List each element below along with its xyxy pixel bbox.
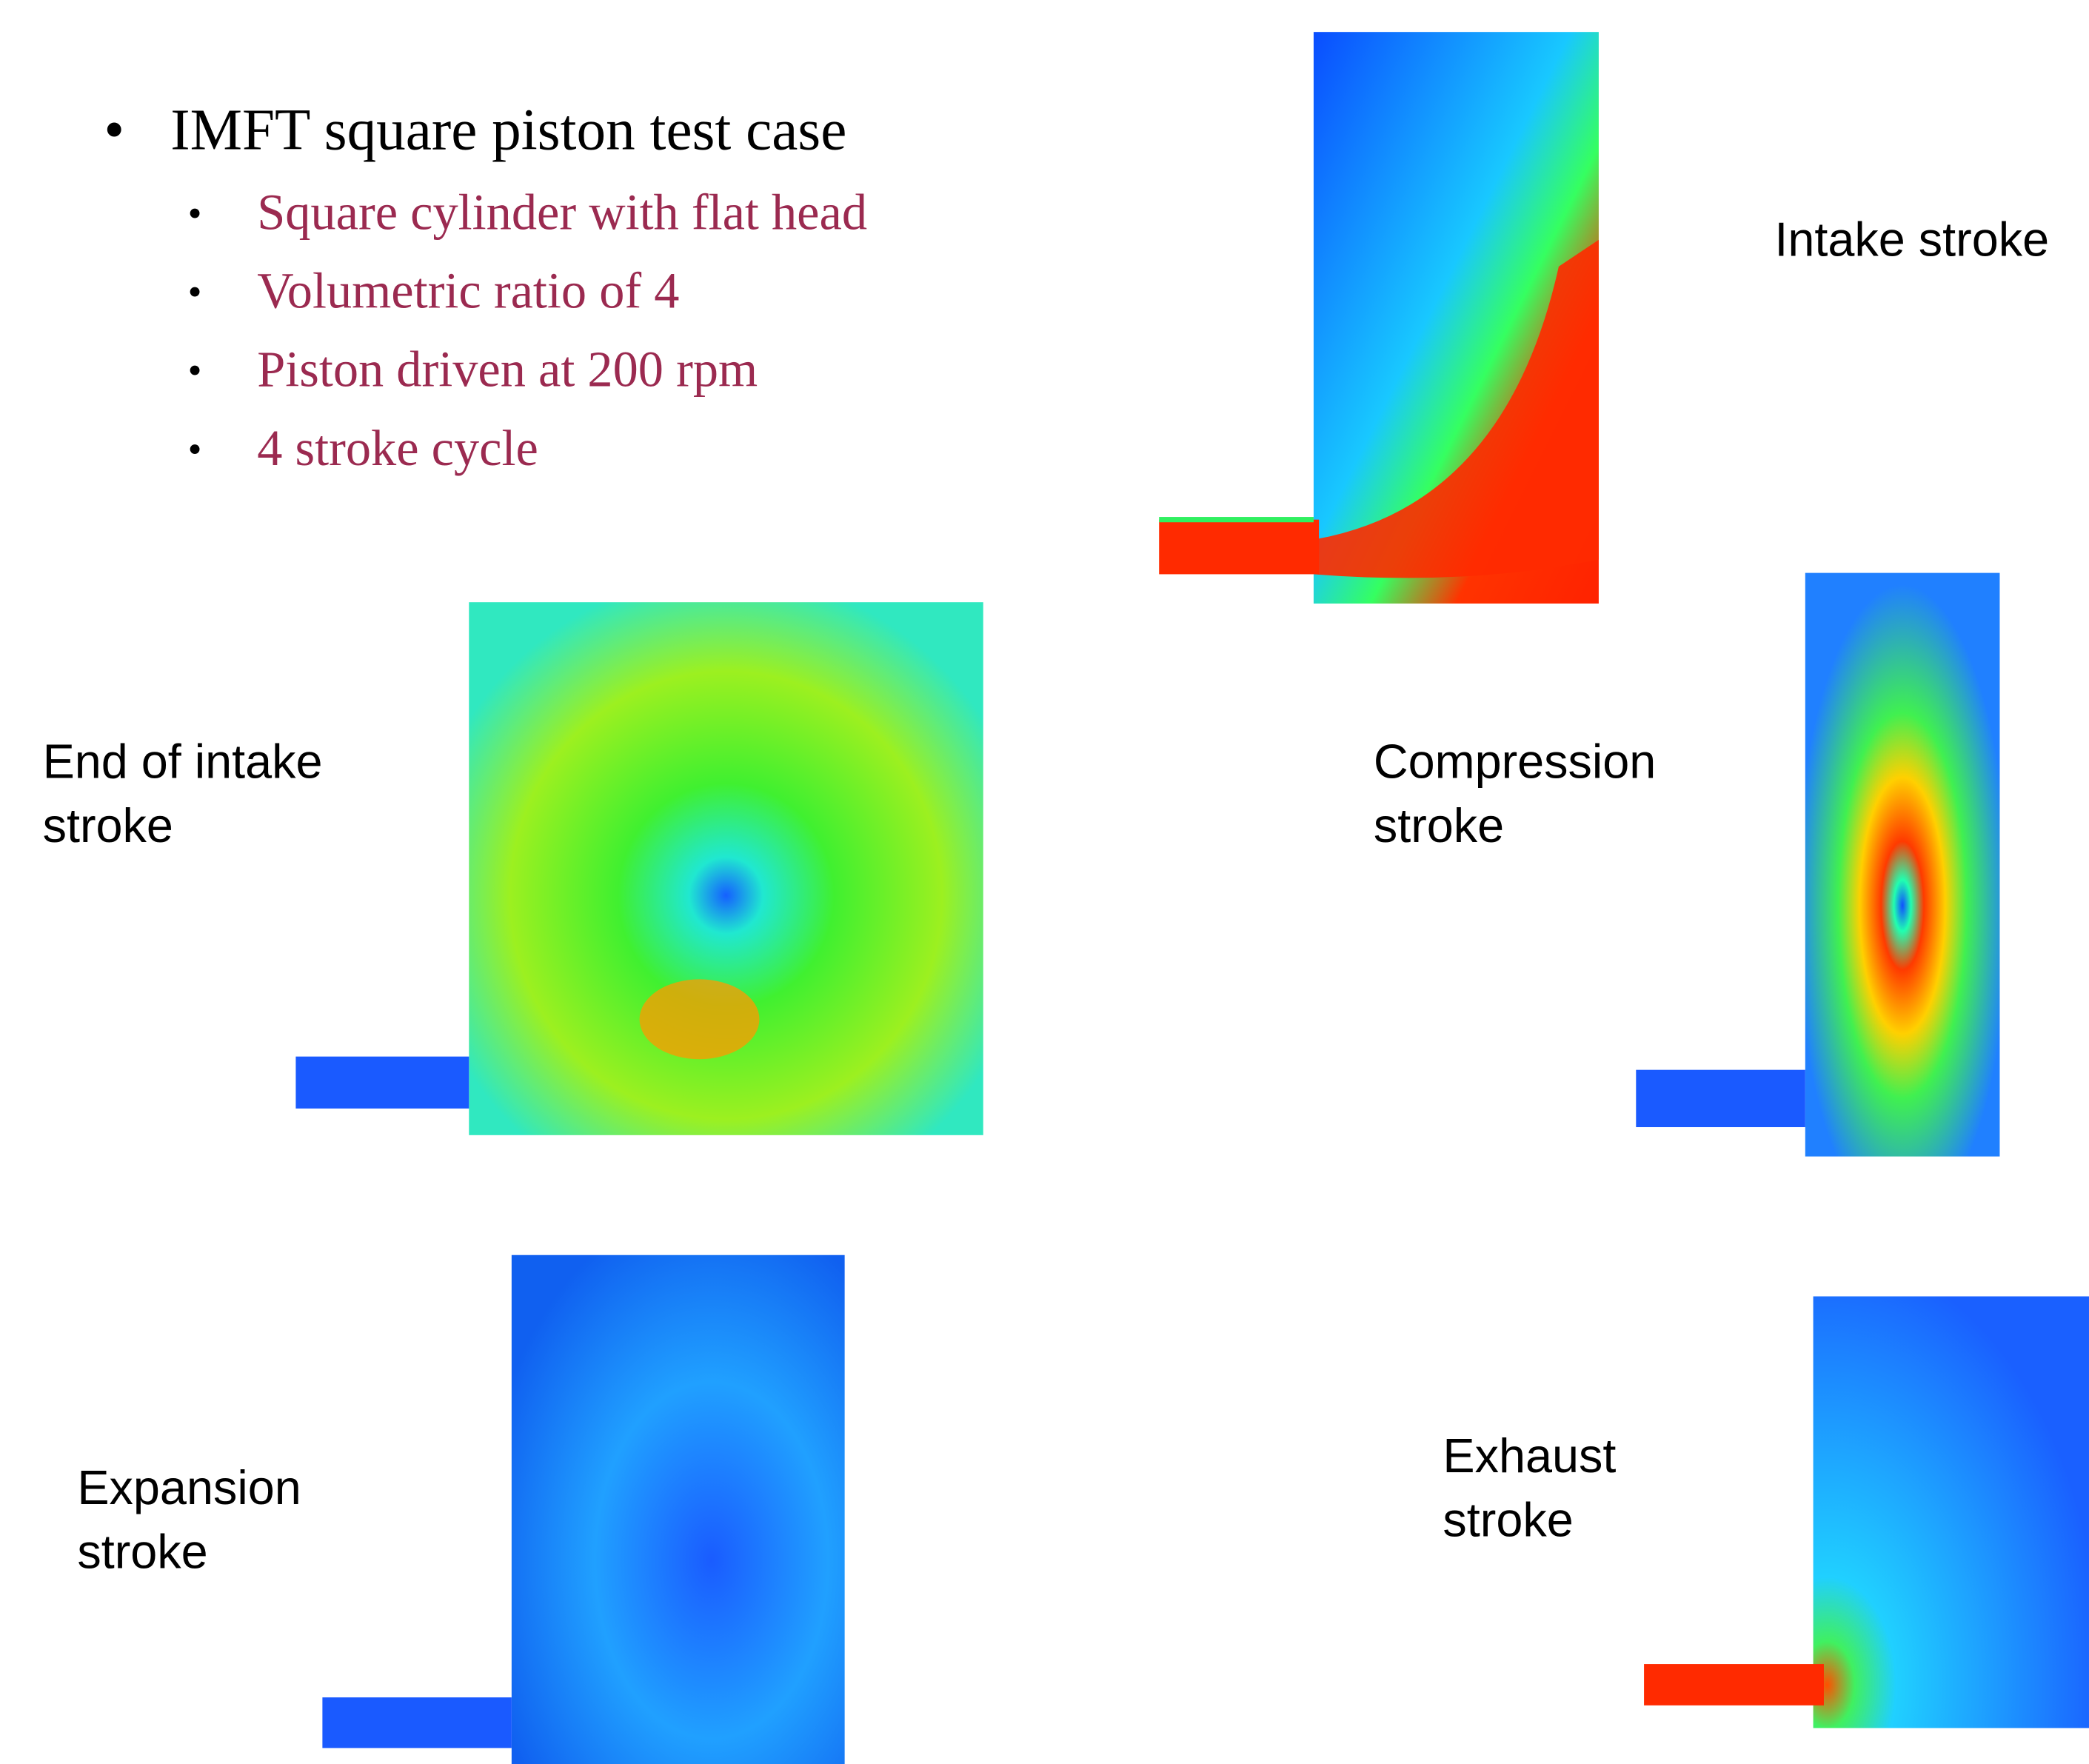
caption: stroke bbox=[1443, 1492, 1573, 1546]
caption: stroke bbox=[43, 798, 173, 852]
bullet-dot: • bbox=[188, 270, 202, 314]
sub-bullet: Piston driven at 200 rpm bbox=[257, 341, 758, 398]
cfd-compression bbox=[1636, 573, 1999, 1157]
caption: Exhaust bbox=[1443, 1429, 1616, 1483]
cfd-end-of-intake bbox=[295, 602, 983, 1135]
sub-bullet: Square cylinder with flat head bbox=[257, 184, 867, 240]
sub-bullet: Volumetric ratio of 4 bbox=[257, 263, 679, 319]
cfd-exhaust bbox=[1644, 1297, 2089, 1728]
bullet-dot: • bbox=[104, 97, 124, 162]
caption: Compression bbox=[1374, 735, 1656, 789]
sub-bullets: • Square cylinder with flat head • Volum… bbox=[188, 184, 867, 475]
caption: End of intake bbox=[43, 735, 323, 789]
caption: stroke bbox=[77, 1525, 207, 1579]
caption: stroke bbox=[1374, 798, 1504, 852]
bullet-dot: • bbox=[188, 348, 202, 392]
page: • IMFT square piston test case • Square … bbox=[0, 0, 2089, 1764]
sub-bullet: 4 stroke cycle bbox=[257, 420, 538, 476]
slide: • IMFT square piston test case • Square … bbox=[0, 0, 2089, 1764]
cfd-expansion bbox=[322, 1255, 844, 1764]
cfd-intake bbox=[1159, 32, 1599, 604]
caption: Intake stroke bbox=[1774, 212, 2049, 266]
bullet-dot: • bbox=[188, 427, 202, 471]
bullet-dot: • bbox=[188, 191, 202, 235]
bullet-main: IMFT square piston test case bbox=[170, 97, 846, 162]
caption: Expansion bbox=[77, 1460, 301, 1514]
